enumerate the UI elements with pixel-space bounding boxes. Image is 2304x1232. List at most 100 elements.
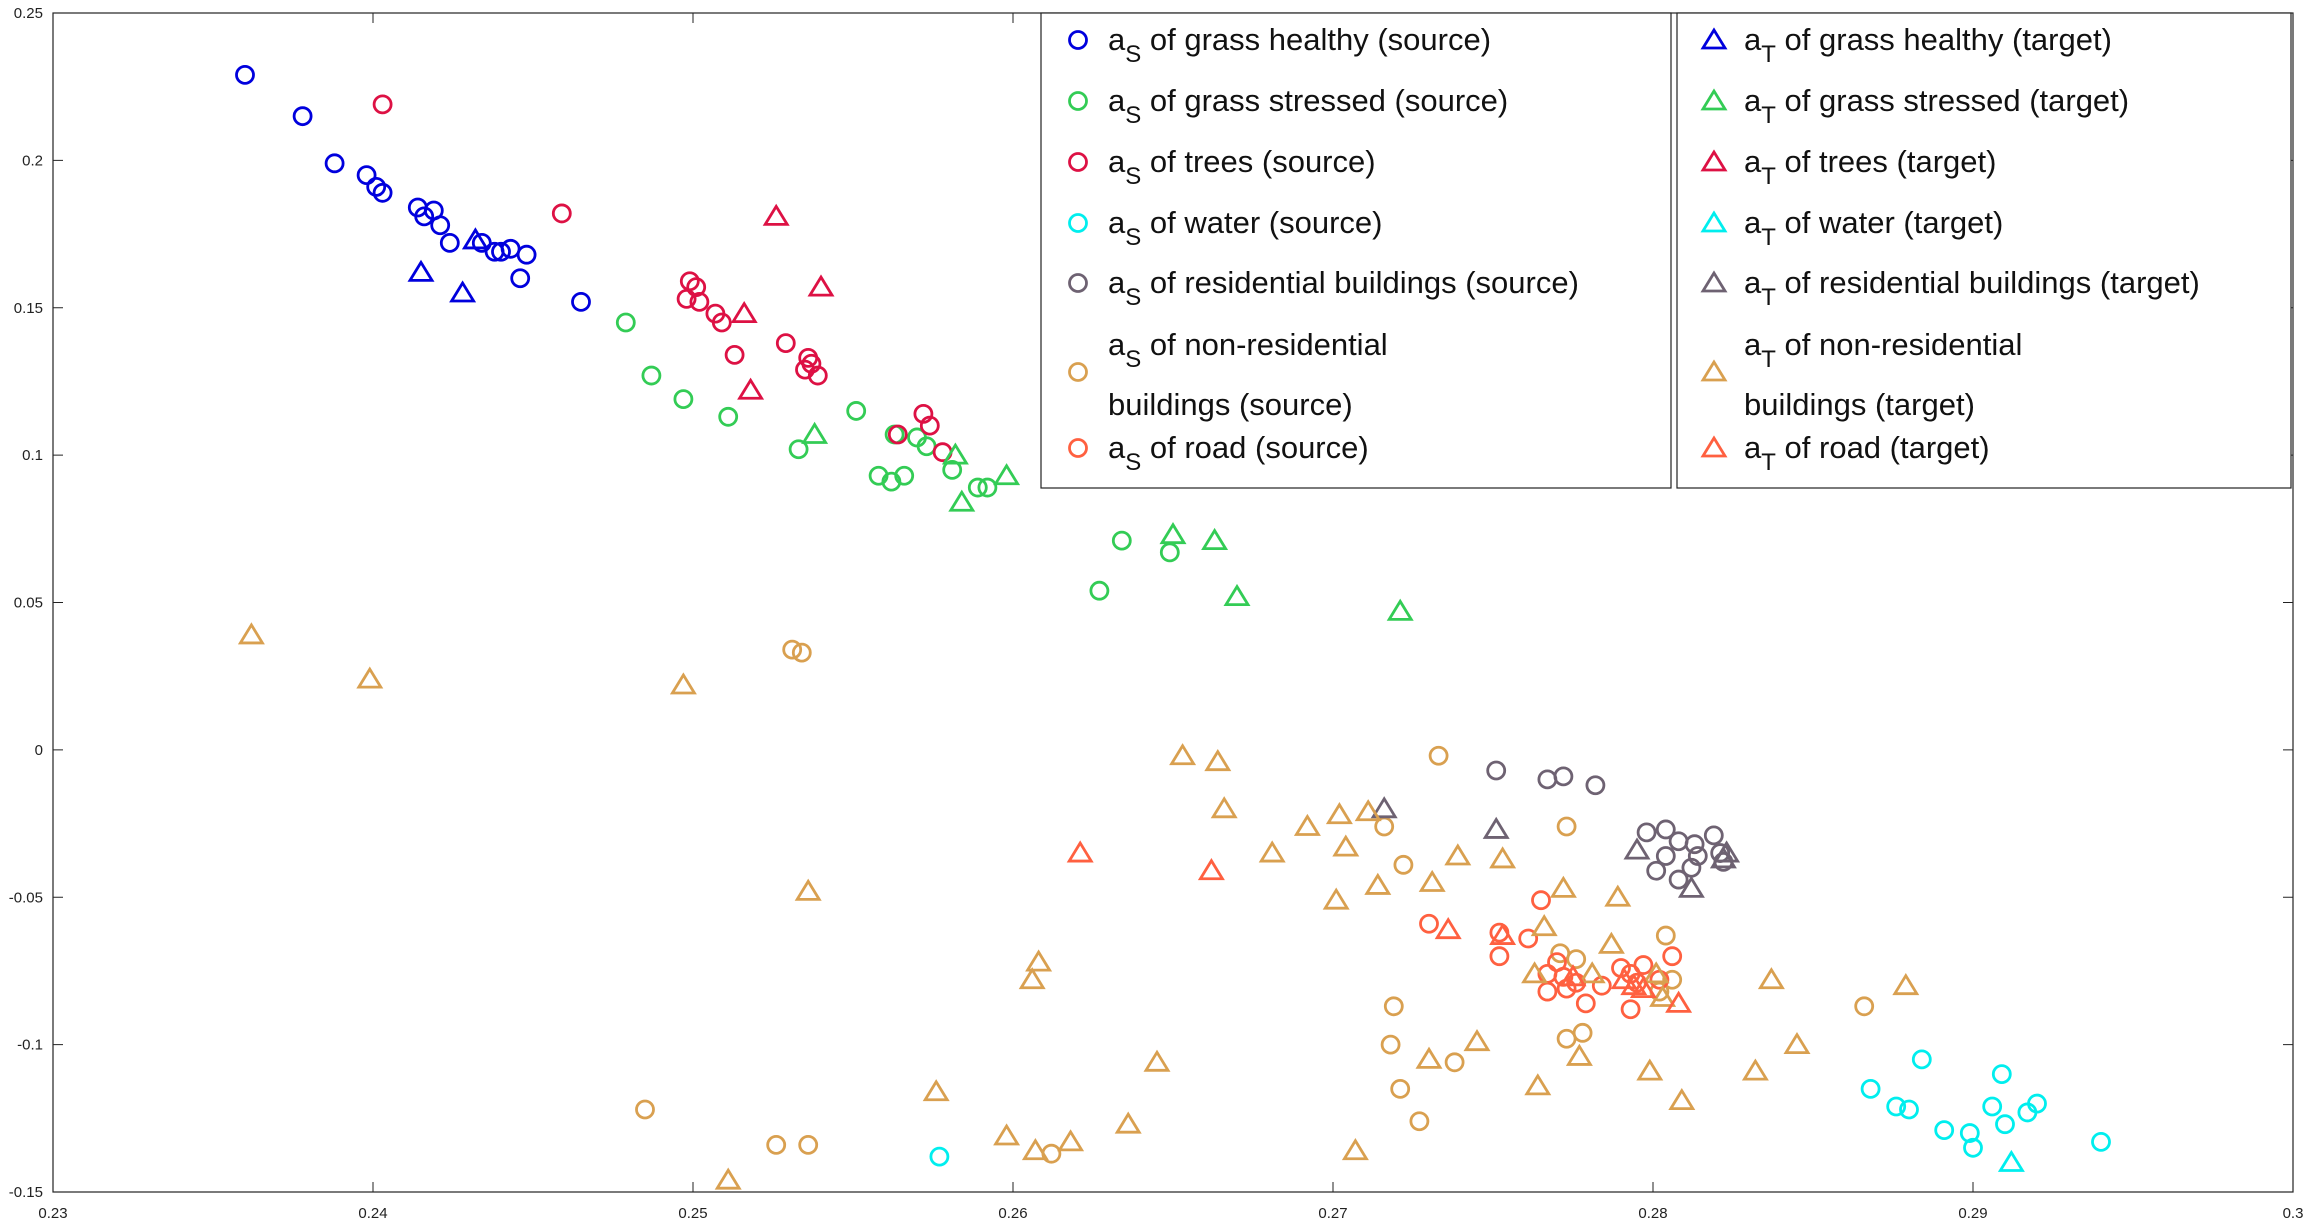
source-point [1111, 530, 1132, 551]
source-point [676, 289, 697, 309]
source-point [846, 401, 867, 421]
source-point [1636, 822, 1657, 843]
target-point [449, 280, 477, 303]
source-point [635, 1099, 655, 1120]
legend-label: aS of residential buildings (source) [1108, 265, 1579, 311]
target-point [1197, 858, 1225, 881]
source-point [1572, 1022, 1593, 1043]
target-point [1066, 840, 1094, 863]
target-point [1668, 1087, 1696, 1111]
target-point [1322, 887, 1350, 910]
source-point [967, 477, 988, 498]
target-point [1665, 990, 1693, 1013]
source-point [615, 312, 636, 333]
source-point [1444, 1052, 1465, 1073]
legend-label: aS of water (source) [1108, 205, 1382, 251]
series-13 [1066, 840, 1693, 1013]
source-point [571, 291, 591, 312]
target-point [1489, 846, 1517, 869]
series-8 [801, 421, 1414, 621]
target-point [1025, 949, 1053, 972]
target-point [1204, 748, 1232, 772]
source-point [1409, 1111, 1430, 1132]
source-point [1886, 1096, 1907, 1117]
source-point [1486, 760, 1507, 781]
source-point [782, 639, 803, 660]
target-point [1610, 967, 1638, 990]
source-point [491, 241, 511, 262]
target-point [1018, 967, 1046, 990]
source-point [551, 203, 572, 224]
target-point [1565, 1043, 1593, 1066]
target-point [356, 666, 384, 689]
y-tick-label: 0.05 [14, 595, 43, 612]
source-point [894, 465, 915, 486]
source-point [1995, 1114, 2015, 1135]
target-point [1997, 1149, 2025, 1172]
target-point [941, 442, 969, 465]
series-1 [615, 312, 1180, 601]
target-point [1114, 1111, 1142, 1134]
legend-label: aT of grass healthy (target) [1744, 22, 2112, 68]
source-point [919, 415, 940, 436]
source-point [689, 291, 710, 312]
series-12 [237, 622, 1920, 1190]
source-point [2027, 1093, 2047, 1114]
legend-source: aS of grass healthy (source) aS of grass … [1040, 12, 1672, 489]
source-point [1489, 946, 1510, 967]
legend-label: aT of non-residential [1744, 327, 2022, 373]
target-point [1597, 931, 1625, 954]
target-point [1578, 961, 1606, 984]
source-point [2091, 1131, 2111, 1152]
axis-ticks: 0.23 0.24 0.25 0.26 0.27 0.28 0.29 0.3 0.25 0.2 0.… [9, 5, 2304, 1222]
target-point [1604, 884, 1632, 907]
target-point [1434, 916, 1462, 940]
target-point [794, 878, 822, 901]
source-point [1620, 999, 1641, 1020]
source-point [1662, 969, 1683, 990]
source-point [1959, 1123, 1980, 1143]
source-point [1566, 949, 1587, 970]
x-tick-label: 0.23 [38, 1205, 67, 1222]
target-point [461, 227, 489, 250]
source-point [942, 459, 963, 480]
source-point [1553, 766, 1574, 787]
source-point [977, 477, 998, 498]
source-point [1633, 955, 1654, 975]
legend-marker [1068, 30, 1088, 50]
source-point [324, 153, 345, 174]
legend-marker [1068, 213, 1088, 233]
target-point [1021, 1138, 1049, 1161]
series-2 [372, 94, 953, 463]
source-point [1668, 869, 1689, 890]
target-point [1530, 914, 1558, 937]
legend-marker [1700, 359, 1728, 382]
source-point [366, 177, 387, 197]
source-point [887, 424, 908, 445]
source-point [788, 439, 809, 460]
source-point [1662, 946, 1683, 967]
y-tick-label: -0.15 [9, 1184, 43, 1201]
source-point [1556, 978, 1577, 999]
legend-label: aT of water (target) [1744, 205, 2003, 251]
legend-label: aT of road (target) [1744, 430, 1990, 476]
legend-target: aT of grass healthy (target) aT of grass … [1676, 12, 2292, 489]
x-tick-label: 0.27 [1318, 1205, 1347, 1222]
target-point [1293, 813, 1321, 836]
y-tick-label: -0.05 [9, 889, 43, 906]
source-point [1982, 1096, 2003, 1117]
source-point [1655, 819, 1676, 840]
source-point [372, 182, 393, 203]
series-5 [635, 639, 1875, 1164]
legend-marker [1700, 149, 1728, 172]
target-point [1709, 846, 1737, 869]
target-point [922, 1079, 950, 1102]
legend-marker [1068, 152, 1088, 172]
target-point [1549, 875, 1577, 898]
source-point [1991, 1064, 2012, 1084]
legend-marker [1700, 210, 1728, 233]
source-point [673, 389, 694, 410]
source-point [1518, 928, 1539, 949]
legend-marker [1068, 438, 1088, 458]
source-point [1646, 860, 1667, 881]
